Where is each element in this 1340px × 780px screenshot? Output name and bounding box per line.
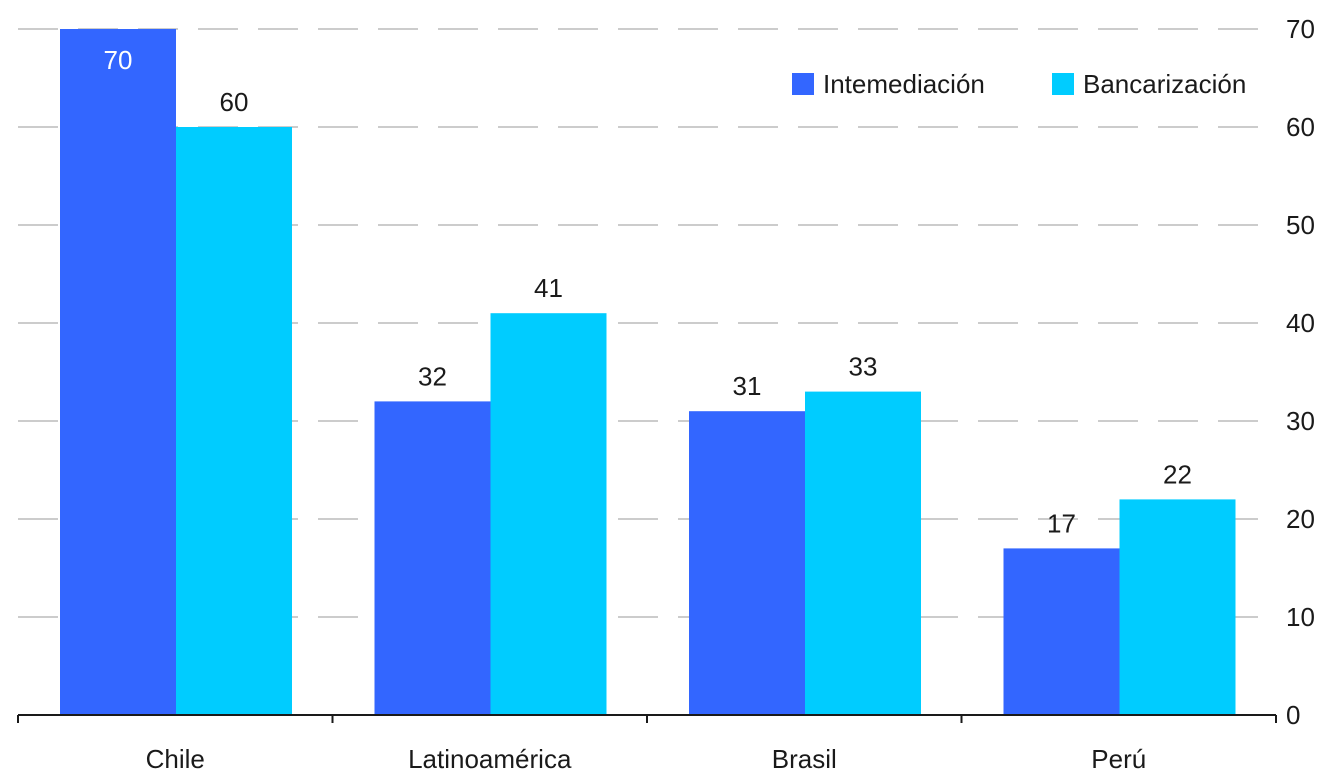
bar [1003, 548, 1120, 715]
data-label: 33 [849, 352, 878, 382]
axes: 0 10 20 30 40 50 60 70 Chile Latinoamérica Brasil P… [17, 14, 1315, 774]
data-label: 70 [104, 45, 133, 75]
bar [805, 391, 921, 715]
legend-label: Intemediación [823, 69, 985, 99]
bar [490, 313, 607, 715]
y-tick-label: 60 [1286, 112, 1315, 142]
bar [1119, 499, 1236, 715]
bar [60, 29, 176, 715]
x-tick-label: Brasil [772, 744, 837, 774]
x-tick-label: Chile [146, 744, 205, 774]
x-tick-label: Perú [1091, 744, 1146, 774]
data-label: 32 [418, 361, 447, 391]
data-label: 60 [220, 87, 249, 117]
y-tick-label: 70 [1286, 14, 1315, 44]
bar [689, 411, 805, 715]
y-tick-label: 30 [1286, 406, 1315, 436]
data-label: 22 [1163, 459, 1192, 489]
legend-swatch [1052, 73, 1074, 95]
data-label: 41 [534, 273, 563, 303]
bar [374, 401, 491, 715]
legend-label: Bancarización [1083, 69, 1246, 99]
bar [176, 127, 292, 715]
y-tick-label: 20 [1286, 504, 1315, 534]
legend: Intemediación Bancarización [792, 69, 1246, 99]
y-tick-label: 50 [1286, 210, 1315, 240]
data-label: 31 [733, 371, 762, 401]
y-tick-label: 40 [1286, 308, 1315, 338]
x-tick-label: Latinoamérica [408, 744, 572, 774]
data-label: 17 [1047, 508, 1076, 538]
bars [60, 29, 1236, 715]
legend-swatch [792, 73, 814, 95]
y-tick-label: 10 [1286, 602, 1315, 632]
y-tick-label: 0 [1286, 700, 1300, 730]
data-labels: 70 60 32 41 31 33 17 22 [104, 45, 1192, 538]
